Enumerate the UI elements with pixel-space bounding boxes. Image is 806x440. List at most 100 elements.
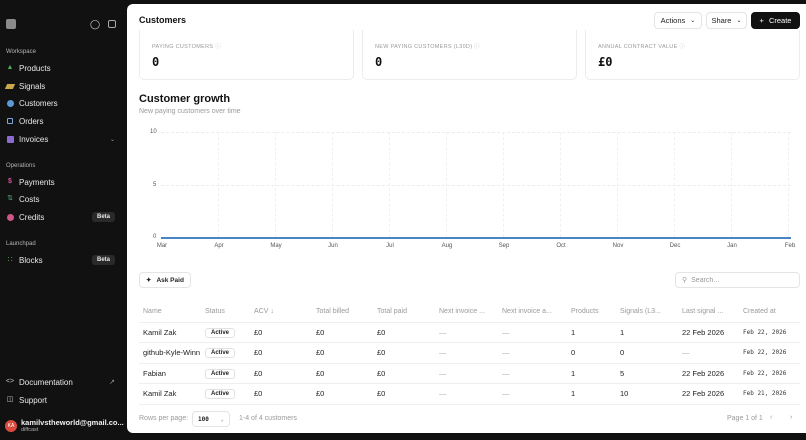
create-button[interactable]: + Create bbox=[751, 12, 800, 29]
table-row[interactable]: github-Kyle-Winn Active £0 £0 £0 — — 0 0… bbox=[139, 342, 800, 364]
logo-icon[interactable] bbox=[6, 19, 16, 29]
stat-value: 0 bbox=[375, 55, 383, 69]
column-header-signals[interactable]: Signals (L3... bbox=[616, 302, 678, 323]
create-label: Create bbox=[768, 16, 792, 25]
cell-next-invoice-date: — bbox=[435, 342, 498, 364]
share-button[interactable]: Share ⌄ bbox=[706, 12, 747, 29]
y-tick: 10 bbox=[150, 129, 157, 135]
column-header-total-paid[interactable]: Total paid bbox=[373, 302, 435, 323]
stat-card-new-paying-customers: NEW PAYING CUSTOMERS (L30D) ⓘ 0 bbox=[362, 30, 577, 80]
table-header-row: Name Status ACV ↓ Total billed Total pai… bbox=[139, 302, 800, 323]
grid-line bbox=[218, 132, 219, 237]
x-tick: May bbox=[270, 243, 282, 249]
chart-title: Customer growth bbox=[139, 93, 231, 105]
cell-acv: £0 bbox=[250, 322, 312, 343]
blocks-icon: ∷ bbox=[7, 255, 13, 264]
column-header-total-billed[interactable]: Total billed bbox=[312, 302, 373, 323]
cell-signals: 0 bbox=[616, 342, 678, 364]
sidebar-item-orders[interactable]: Orders bbox=[0, 113, 127, 129]
cell-acv: £0 bbox=[250, 342, 312, 364]
cell-last-signal: 22 Feb 2026 bbox=[678, 322, 739, 343]
stat-label: ANNUAL CONTRACT VALUE ⓘ bbox=[598, 44, 686, 50]
table-row[interactable]: Fabian Active £0 £0 £0 — — 1 5 22 Feb 20… bbox=[139, 363, 800, 384]
search-icon: ⚲ bbox=[682, 277, 688, 284]
sidebar-item-invoices[interactable]: Invoices ⌄ bbox=[0, 131, 127, 147]
column-header-next-invoice-date[interactable]: Next invoice ... bbox=[435, 302, 498, 323]
search-box[interactable]: ⚲ bbox=[675, 272, 800, 288]
column-header-next-invoice-amount[interactable]: Next invoice a... bbox=[498, 302, 567, 323]
grid-line bbox=[674, 132, 675, 237]
next-page-button[interactable]: › bbox=[790, 414, 793, 421]
status-badge: Active bbox=[205, 327, 236, 338]
cell-acv: £0 bbox=[250, 363, 312, 384]
user-email: kamilvstheworld@gmail.co... bbox=[21, 418, 124, 427]
grid-line bbox=[161, 132, 791, 133]
chevron-down-icon[interactable]: ⌄ bbox=[109, 136, 115, 143]
code-icon: <> bbox=[5, 378, 15, 385]
book-icon: ◫ bbox=[6, 396, 14, 403]
sidebar: ◯ Workspace ▲ Products Signals Customers… bbox=[0, 0, 127, 440]
column-header-name[interactable]: Name bbox=[139, 302, 201, 323]
cell-products: 1 bbox=[567, 363, 616, 384]
table-row[interactable]: Kamil Zak Active £0 £0 £0 — — 1 10 22 Fe… bbox=[139, 383, 800, 405]
products-icon: ▲ bbox=[6, 64, 14, 71]
column-header-acv[interactable]: ACV ↓ bbox=[250, 302, 312, 323]
cell-total-billed: £0 bbox=[312, 342, 373, 364]
sidebar-item-label: Payments bbox=[19, 177, 55, 187]
actions-button[interactable]: Actions ⌄ bbox=[654, 12, 702, 29]
customer-growth-chart: 10 5 0 Mar Apr May Jun Jul Aug Sep Oct bbox=[139, 126, 799, 254]
stat-label: PAYING CUSTOMERS ⓘ bbox=[152, 44, 221, 50]
x-tick: Jul bbox=[386, 243, 394, 249]
sidebar-item-costs[interactable]: ⇅ Costs bbox=[0, 191, 127, 207]
sidebar-item-credits[interactable]: Credits Beta bbox=[0, 209, 127, 225]
cell-next-invoice-amount: — bbox=[498, 342, 567, 364]
grid-line bbox=[389, 132, 390, 237]
sidebar-item-signals[interactable]: Signals bbox=[0, 78, 127, 94]
sidebar-item-label: Customers bbox=[19, 98, 58, 108]
x-tick: Feb bbox=[784, 243, 796, 249]
sidebar-item-payments[interactable]: $ Payments bbox=[0, 174, 127, 190]
stat-label: NEW PAYING CUSTOMERS (L30D) ⓘ bbox=[375, 44, 480, 50]
sidebar-item-label: Blocks bbox=[19, 255, 43, 265]
sidebar-item-label: Orders bbox=[19, 116, 44, 126]
cell-created-at: Feb 22, 2026 bbox=[739, 322, 800, 343]
table-footer: Rows per page: 100 ⌄ 1-4 of 4 customers … bbox=[139, 411, 800, 427]
cell-name: Kamil Zak bbox=[139, 322, 201, 343]
sidebar-item-label: Costs bbox=[19, 194, 40, 204]
cell-next-invoice-amount: — bbox=[498, 383, 567, 405]
ask-paid-button[interactable]: ✦ Ask Paid bbox=[139, 272, 191, 288]
cell-signals: 5 bbox=[616, 363, 678, 384]
cell-next-invoice-date: — bbox=[435, 363, 498, 384]
sidebar-toggle-icon[interactable] bbox=[108, 20, 116, 28]
sidebar-item-documentation[interactable]: <> Documentation ↗ bbox=[0, 374, 127, 390]
column-header-last-signal[interactable]: Last signal ... bbox=[678, 302, 739, 323]
sidebar-item-label: Signals bbox=[19, 81, 46, 91]
cell-products: 0 bbox=[567, 342, 616, 364]
status-badge: Active bbox=[205, 368, 236, 379]
customers-table: Name Status ACV ↓ Total billed Total pai… bbox=[139, 302, 800, 405]
user-menu[interactable]: KA kamilvstheworld@gmail.co... diffcast bbox=[5, 418, 124, 433]
sidebar-item-customers[interactable]: Customers bbox=[0, 95, 127, 111]
column-header-products[interactable]: Products bbox=[567, 302, 616, 323]
x-tick: Nov bbox=[612, 243, 624, 249]
sidebar-item-products[interactable]: ▲ Products bbox=[0, 60, 127, 76]
cell-total-paid: £0 bbox=[373, 363, 435, 384]
chevron-down-icon: ⌄ bbox=[220, 415, 224, 423]
bell-icon[interactable]: ◯ bbox=[90, 19, 101, 29]
info-icon: ⓘ bbox=[215, 44, 221, 50]
chevron-down-icon: ⌄ bbox=[736, 18, 742, 24]
column-header-status[interactable]: Status bbox=[201, 302, 250, 323]
prev-page-button[interactable]: ‹ bbox=[770, 414, 773, 421]
table-row[interactable]: Kamil Zak Active £0 £0 £0 — — 1 1 22 Feb… bbox=[139, 322, 800, 343]
rows-per-page-select[interactable]: 100 ⌄ bbox=[192, 411, 230, 427]
cell-next-invoice-date: — bbox=[435, 322, 498, 343]
section-operations: Operations bbox=[6, 163, 36, 169]
y-tick: 5 bbox=[153, 182, 157, 188]
column-header-created-at[interactable]: Created at bbox=[739, 302, 800, 323]
sidebar-item-label: Products bbox=[19, 63, 51, 73]
search-input[interactable] bbox=[691, 276, 792, 284]
page-indicator: Page 1 of 1 bbox=[727, 415, 763, 422]
sidebar-item-blocks[interactable]: ∷ Blocks Beta bbox=[0, 252, 127, 268]
stat-value: £0 bbox=[598, 55, 613, 69]
sidebar-item-support[interactable]: ◫ Support bbox=[0, 392, 127, 408]
